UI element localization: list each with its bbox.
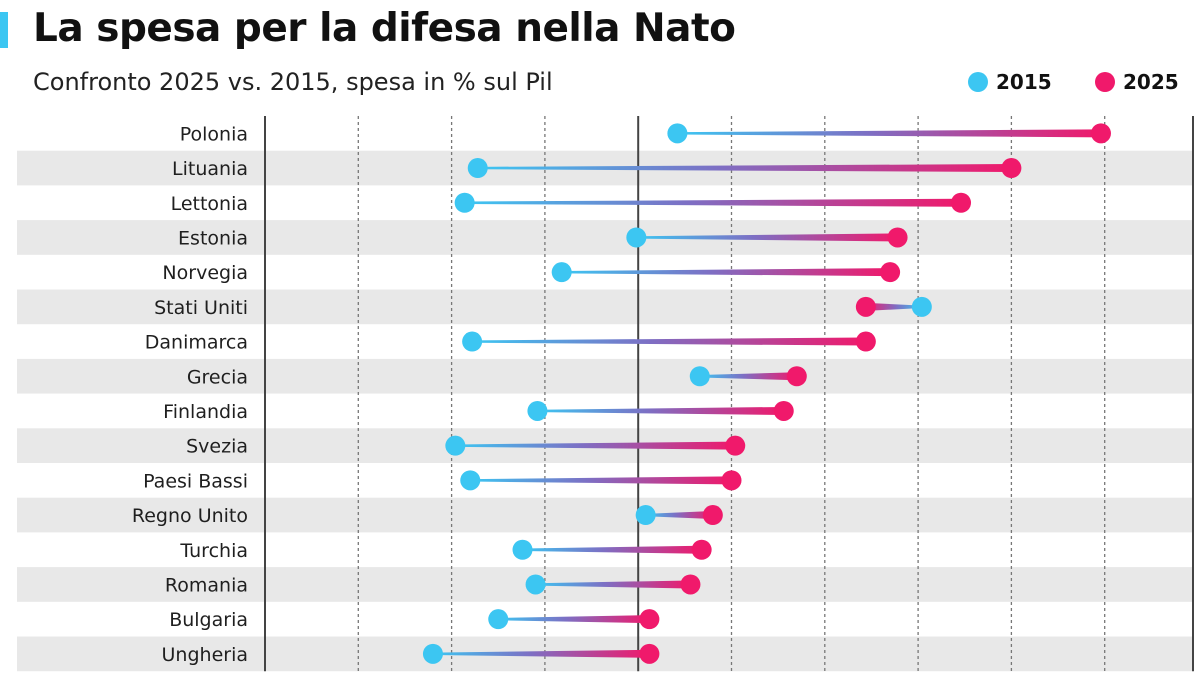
legend-label-2025: 2025	[1123, 70, 1179, 94]
row-label: Bulgaria	[169, 609, 248, 631]
connector-line	[432, 649, 650, 658]
row-label: Lituania	[172, 158, 248, 180]
connector-line	[645, 511, 713, 520]
connector-line	[477, 164, 1012, 173]
title-accent-bar	[0, 12, 8, 48]
legend-label-2015: 2015	[996, 70, 1052, 94]
connector-line	[535, 580, 691, 589]
row-label: Regno Unito	[132, 505, 248, 527]
legend-dot-2015-icon	[968, 72, 988, 92]
point-2025	[691, 539, 712, 560]
connector-line	[455, 441, 736, 450]
point-2015	[635, 505, 656, 526]
connector-line	[470, 476, 732, 485]
row-labels: Polonia Lituania Lettonia Estonia Norvegia St…	[132, 123, 248, 666]
point-2015	[445, 435, 466, 456]
connector-line	[636, 233, 898, 242]
chart-subtitle: Confronto 2025 vs. 2015, spesa in % sul …	[33, 68, 553, 96]
row-band	[17, 289, 1193, 325]
point-2015	[911, 296, 932, 317]
point-2015	[525, 574, 546, 595]
connector-line	[865, 302, 922, 311]
point-2025	[773, 400, 794, 421]
row-label: Danimarca	[145, 332, 248, 354]
point-2015	[460, 470, 481, 491]
gridlines	[264, 116, 1194, 672]
row-band	[17, 497, 1193, 533]
point-2015	[689, 366, 710, 387]
point-2015	[551, 262, 572, 283]
connector-line	[522, 545, 702, 554]
chart-title: La spesa per la difesa nella Nato	[33, 6, 736, 51]
point-2025	[725, 435, 746, 456]
point-2015	[462, 331, 483, 352]
row-label: Ungheria	[162, 644, 248, 666]
row-label: Norvegia	[162, 262, 248, 284]
row-label: Svezia	[186, 436, 248, 458]
point-2025	[855, 331, 876, 352]
row-label: Finlandia	[163, 401, 248, 423]
point-2025	[702, 505, 723, 526]
point-2015	[488, 609, 509, 630]
legend-dot-2025-icon	[1095, 72, 1115, 92]
row-label: Stati Uniti	[154, 297, 248, 319]
point-2025	[880, 262, 901, 283]
legend-item-2015: 2015	[968, 70, 1052, 94]
row-label: Polonia	[180, 123, 248, 145]
point-2025	[786, 366, 807, 387]
point-2025	[721, 470, 742, 491]
point-2025	[1090, 123, 1111, 144]
point-2025	[639, 643, 660, 664]
row-label: Turchia	[179, 540, 248, 562]
connector-line	[537, 406, 784, 415]
point-2015	[454, 192, 475, 213]
row-bands	[17, 150, 1193, 672]
point-2015	[467, 158, 488, 179]
row-label: Romania	[165, 574, 248, 596]
row-label: Estonia	[178, 227, 248, 249]
point-2025	[1001, 158, 1022, 179]
connector-line	[561, 268, 891, 277]
point-2015	[422, 643, 443, 664]
connector-line	[498, 615, 650, 624]
point-2025	[887, 227, 908, 248]
row-label: Paesi Bassi	[143, 470, 248, 492]
connector-line	[464, 198, 962, 207]
point-2025	[639, 609, 660, 630]
point-2015	[527, 400, 548, 421]
point-2015	[512, 539, 533, 560]
row-label: Lettonia	[171, 193, 248, 215]
row-label: Grecia	[187, 366, 248, 388]
row-band	[17, 220, 1193, 255]
legend-item-2025: 2025	[1095, 70, 1179, 94]
point-2025	[680, 574, 701, 595]
point-2025	[951, 192, 972, 213]
point-2025	[855, 296, 876, 317]
row-band	[17, 358, 1193, 394]
point-2015	[626, 227, 647, 248]
connector-line	[677, 129, 1101, 138]
connector-line	[699, 372, 797, 381]
point-2015	[667, 123, 688, 144]
dumbbell-marks	[422, 123, 1111, 664]
connector-line	[472, 337, 866, 346]
